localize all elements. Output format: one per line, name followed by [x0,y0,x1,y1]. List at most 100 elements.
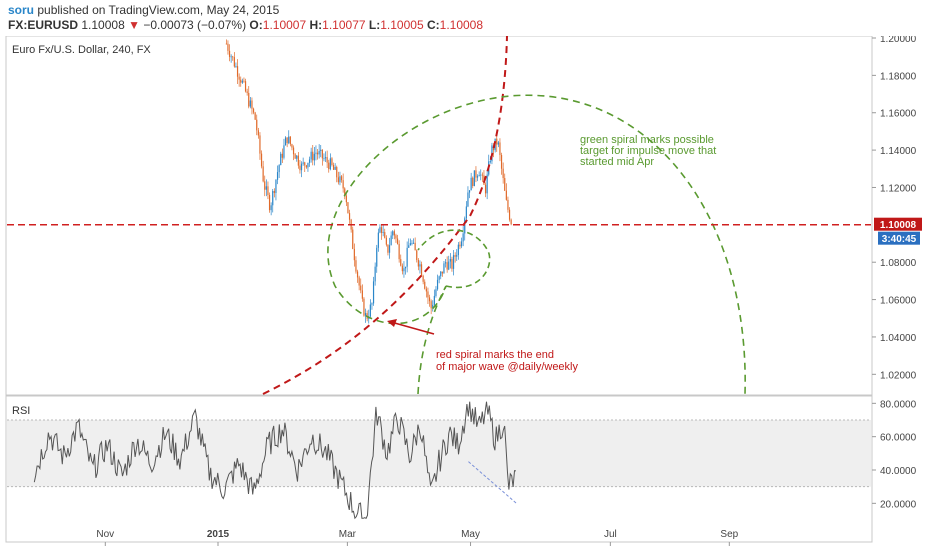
candle-body [475,170,477,178]
rsi-tick-label: 20.0000 [880,499,917,510]
candle-body [390,235,392,246]
candle-body [339,176,341,183]
candle-body [286,137,288,144]
author-name[interactable]: soru [8,3,35,17]
candle-body [248,92,250,107]
candle-body [382,232,384,233]
candle-body [296,155,298,159]
time-tick-label: Nov [96,529,114,540]
open-label: O: [249,18,263,32]
candle-body [448,261,450,270]
candle-body [486,174,488,194]
price-tick-label: 1.12000 [880,183,917,194]
candle-body [416,250,418,261]
candle-body [369,304,371,317]
candle-body [481,174,483,176]
candle-body [267,186,269,195]
candle-body [500,155,503,169]
price-pane[interactable] [5,36,873,396]
candle-body [270,205,272,211]
candle-body [411,242,413,244]
candle-body [337,177,339,183]
time-tick-label: Sep [720,529,738,540]
last-price: 1.10008 [81,18,125,32]
candle-body [414,242,416,251]
red-arrow-icon [387,319,435,335]
candle-body [241,80,243,83]
candle-body [236,66,239,77]
time-axis[interactable]: Nov 2015 Mar May Jul Sep [96,529,739,546]
green-spiral-small[interactable] [417,229,491,289]
price-tick-label: 1.06000 [880,296,917,307]
candle-body [446,262,448,270]
candle-body [235,66,237,67]
high-value: 1.10077 [322,18,366,32]
candle-body [238,76,240,80]
rsi-trendline[interactable] [468,461,517,504]
candle-body [480,174,482,176]
price-tick-label: 1.20000 [880,36,917,45]
candle-body [401,265,403,272]
candle-body [459,244,461,247]
high-label: H: [309,18,323,32]
candle-body [433,295,435,305]
candle-body [430,301,432,309]
candle-body [321,149,323,159]
candle-body [417,260,419,267]
candle-body [254,112,256,120]
price-tick-label: 1.18000 [880,71,917,82]
candle-body [460,241,463,247]
candle-body [288,136,290,144]
time-tick-label: May [461,529,480,540]
price-axis[interactable]: 1.20000 1.18000 1.16000 1.14000 1.12000 1.080… [872,36,917,381]
candle-body [422,275,424,282]
red-spiral-note: red spiral marks the end of major wave @… [436,349,578,373]
candle-body [398,243,400,260]
green-note-line: green spiral marks possible [580,134,714,146]
candle-body [340,176,343,181]
candle-body [371,303,373,305]
candle-body [228,50,231,57]
candle-body [278,165,280,173]
candle-body [302,162,304,164]
candle-body [225,43,227,45]
chart-area[interactable]: 1.20000 1.18000 1.16000 1.14000 1.12000 1.080… [0,36,932,550]
candle-body [259,135,261,154]
candle-body [334,167,336,170]
price-tick-label: 1.16000 [880,109,917,120]
candle-body [316,152,319,155]
candle-body [505,190,507,200]
candle-body [438,276,440,280]
candle-body [428,297,431,302]
candle-body [364,313,367,316]
candle-body [227,43,229,51]
candle-body [265,186,267,190]
candle-body [246,91,248,93]
rsi-axis[interactable]: 80.0000 60.0000 40.0000 20.0000 [872,399,917,510]
red-spiral[interactable] [262,36,508,395]
green-note-line: target for impulse move that [580,145,716,157]
candle-body [283,145,285,158]
candle-body [388,245,391,253]
green-spiral-large[interactable] [327,94,746,395]
candle-body [240,79,242,83]
open-value: 1.10007 [262,18,307,32]
candle-body [300,163,303,171]
candle-body [379,227,381,233]
candle-body [256,119,258,131]
candle-body [449,259,451,262]
candle-body [425,288,427,292]
candle-body [313,153,315,161]
rsi-tick-label: 60.0000 [880,433,917,444]
candle-body [232,56,234,58]
candle-body [435,289,437,296]
rsi-tick-label: 80.0000 [880,399,917,410]
countdown-badge-text: 3:40:45 [882,234,917,245]
candle-body [272,190,274,206]
candle-body [372,281,375,304]
candle-body [336,167,338,178]
candle-body [358,277,360,286]
candle-body [275,179,277,193]
candle-body [374,266,376,282]
rsi-line [33,401,516,520]
